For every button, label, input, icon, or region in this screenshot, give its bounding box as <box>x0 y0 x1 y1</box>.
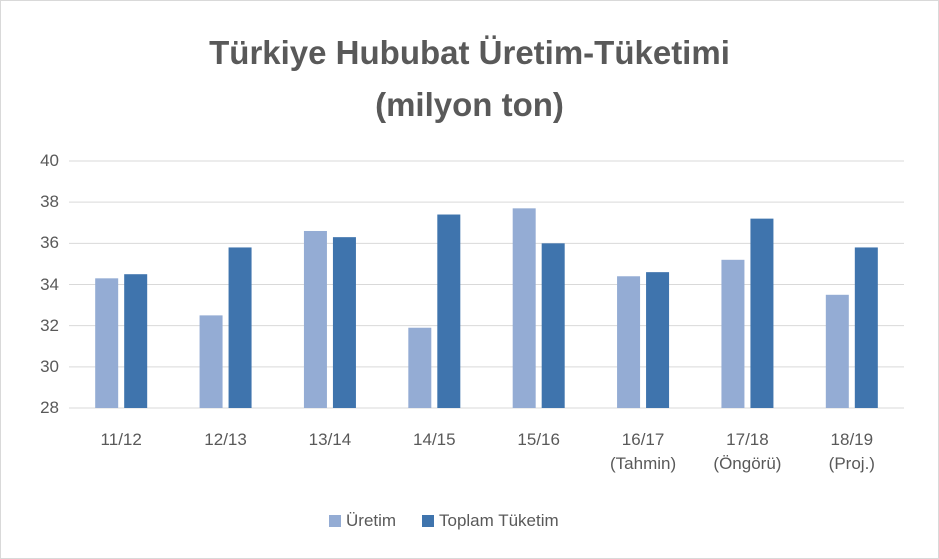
bar <box>541 243 565 408</box>
x-tick-label: 15/16 <box>517 430 560 449</box>
legend-label: Toplam Tüketim <box>439 511 559 530</box>
legend-swatch <box>329 515 341 527</box>
legend-swatch <box>422 515 434 527</box>
bar <box>825 294 849 408</box>
bar <box>721 259 745 408</box>
y-tick-label: 34 <box>40 274 59 294</box>
x-tick-label: 18/19 (Proj.) <box>828 430 875 473</box>
y-tick-label: 40 <box>40 151 59 170</box>
x-tick-label: 13/14 <box>308 430 352 449</box>
bar <box>408 327 432 408</box>
bar <box>124 274 148 408</box>
y-tick-label: 36 <box>40 233 59 253</box>
y-tick-label: 28 <box>40 398 59 417</box>
legend-label: Üretim <box>346 511 397 530</box>
y-tick-label: 30 <box>40 356 59 376</box>
bar <box>228 247 252 408</box>
bar <box>303 230 327 408</box>
x-tick-label: 16/17 (Tahmin) <box>610 430 677 473</box>
bar <box>646 272 670 408</box>
y-tick-label: 32 <box>40 315 59 335</box>
y-tick-label: 38 <box>40 192 59 212</box>
x-tick-label: 12/13 <box>204 430 247 449</box>
x-tick-label: 11/12 <box>100 430 142 449</box>
bar <box>512 208 536 408</box>
bar <box>750 218 774 408</box>
bar <box>332 237 356 408</box>
chart-title: Türkiye Hububat Üretim-Tüketimi (milyon … <box>209 34 730 123</box>
x-tick-label: 17/18 (Öngörü) <box>713 430 782 473</box>
bar <box>854 247 878 408</box>
bar <box>617 276 641 408</box>
bar <box>95 278 119 408</box>
x-tick-label: 14/15 <box>413 430 456 449</box>
bar <box>199 315 223 408</box>
bar <box>437 214 461 408</box>
